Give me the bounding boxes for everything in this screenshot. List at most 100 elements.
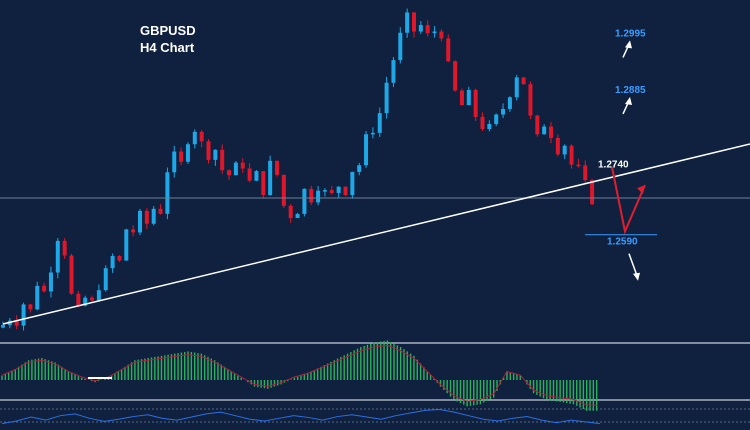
candle-body	[144, 210, 149, 224]
candle-body	[103, 268, 108, 291]
level-label: 1.2885	[615, 85, 646, 96]
candle-body	[364, 134, 369, 166]
levels-layer: 1.2995 1.2885 1.2740 1.2590	[585, 28, 657, 281]
candle-body	[562, 145, 567, 155]
candle-body	[110, 255, 115, 269]
trendline	[2, 143, 750, 325]
candle-body	[206, 141, 211, 160]
candle-body	[590, 180, 595, 205]
candle-body	[418, 25, 423, 32]
level-label: 1.2995	[615, 28, 646, 39]
candle-body	[90, 297, 95, 301]
candle-body	[487, 123, 492, 130]
candle-body	[220, 149, 225, 171]
candle-body	[343, 186, 348, 195]
candle-body	[501, 108, 506, 115]
level-label: 1.2590	[607, 237, 638, 248]
candle-body	[281, 174, 286, 206]
candle-body	[21, 304, 26, 326]
candle-body	[240, 162, 245, 169]
candle-body	[459, 90, 464, 106]
candle-body	[384, 82, 389, 114]
indicator-panels	[0, 340, 750, 425]
candle-body	[83, 297, 88, 306]
candles-layer	[1, 8, 595, 331]
candle-body	[391, 60, 396, 83]
candle-body	[62, 240, 67, 256]
candle-body	[569, 145, 574, 165]
candle-body	[473, 89, 478, 117]
candle-body	[138, 210, 142, 233]
candle-body	[316, 190, 321, 203]
candle-body	[69, 255, 74, 294]
candle-body	[233, 162, 238, 176]
candle-body	[185, 144, 190, 162]
candle-body	[179, 151, 184, 162]
candle-body	[412, 12, 416, 32]
candle-body	[96, 290, 101, 301]
candle-body	[425, 25, 430, 34]
candle-body	[555, 137, 560, 155]
candle-body	[42, 285, 47, 292]
candle-body	[521, 77, 526, 85]
candle-body	[158, 208, 163, 214]
candle-body	[583, 165, 588, 181]
candle-body	[213, 149, 218, 160]
candle-body	[336, 186, 341, 193]
candle-body	[14, 320, 19, 326]
candle-body	[247, 168, 252, 181]
chart-title: GBPUSD	[140, 23, 196, 38]
candle-body	[76, 293, 81, 306]
candle-body	[227, 170, 232, 176]
candle-body	[377, 113, 382, 133]
candle-body	[254, 171, 259, 181]
candle-body	[507, 97, 512, 109]
candle-body	[528, 84, 533, 116]
candle-body	[1, 325, 5, 328]
rsi-line	[1, 409, 601, 425]
candle-body	[494, 114, 499, 124]
candle-body	[199, 131, 204, 142]
candle-body	[466, 89, 471, 106]
candle-body	[480, 116, 485, 130]
candle-body	[542, 126, 547, 135]
candle-body	[35, 285, 40, 310]
down-arrow	[628, 253, 638, 276]
up-arrowhead	[625, 40, 632, 49]
candle-body	[322, 190, 327, 192]
candle-body	[165, 172, 170, 214]
down-arrowhead	[633, 272, 640, 281]
candle-body	[514, 77, 519, 98]
chart-subtitle: H4 Chart	[140, 40, 195, 55]
candle-body	[275, 160, 279, 175]
candle-body	[309, 188, 314, 203]
candle-body	[446, 38, 451, 62]
candle-body	[151, 208, 156, 224]
candle-body	[48, 272, 53, 292]
candle-body	[261, 171, 266, 196]
overlay-layer	[0, 143, 750, 325]
projection-path	[611, 166, 646, 235]
candle-body	[55, 240, 60, 273]
up-arrowhead	[625, 96, 632, 105]
candle-body	[439, 31, 444, 39]
candle-body	[131, 229, 136, 233]
candle-body	[535, 115, 540, 135]
candle-body	[329, 190, 334, 193]
candle-body	[398, 32, 403, 61]
candle-body	[295, 213, 300, 219]
candle-body	[549, 126, 553, 138]
candle-body	[288, 205, 293, 219]
candle-body	[117, 255, 122, 261]
candle-body	[405, 12, 410, 33]
candle-body	[28, 304, 33, 310]
candle-body	[268, 160, 273, 196]
candle-body	[172, 151, 177, 173]
candle-body	[357, 165, 362, 172]
candle-body	[576, 164, 581, 167]
macd-signal-line	[1, 344, 597, 406]
candle-body	[370, 132, 375, 135]
candle-body	[192, 131, 197, 145]
